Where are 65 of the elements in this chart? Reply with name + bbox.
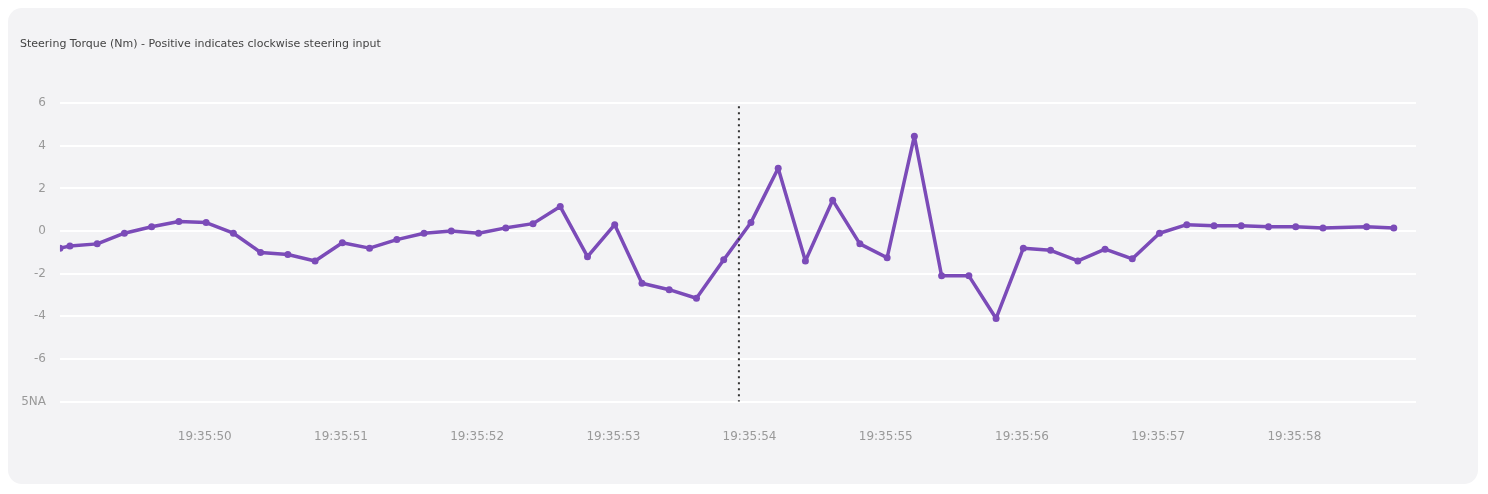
point <box>611 221 619 229</box>
point <box>284 251 292 259</box>
x-tick-label: 19:35:54 <box>722 428 777 443</box>
y-tick-label: 6 <box>38 95 46 110</box>
point <box>1292 223 1300 231</box>
y-tick-label: 4 <box>38 137 46 152</box>
point <box>774 164 782 172</box>
point <box>801 257 809 265</box>
point <box>1156 229 1164 237</box>
point <box>1047 246 1055 254</box>
point <box>938 272 946 280</box>
point <box>1363 223 1371 231</box>
point <box>229 229 237 237</box>
point <box>829 196 837 204</box>
point <box>257 248 265 256</box>
point <box>1019 244 1027 252</box>
x-tick-label: 19:35:58 <box>1267 428 1322 443</box>
point <box>1128 255 1136 263</box>
point <box>883 254 891 262</box>
y-tick-label: 2 <box>38 180 46 195</box>
point <box>856 240 864 248</box>
x-tick-label: 19:35:56 <box>995 428 1049 443</box>
chart-title: Steering Torque (Nm) - Positive indicates clockwise steering input <box>20 37 382 51</box>
point <box>175 217 183 225</box>
y-tick-label: -2 <box>34 265 46 280</box>
point <box>1101 245 1109 253</box>
point <box>1390 224 1398 232</box>
point <box>66 242 74 250</box>
point <box>692 294 700 302</box>
x-tick-label: 19:35:50 <box>177 428 232 443</box>
point <box>584 253 591 261</box>
point <box>665 286 673 294</box>
point <box>638 279 646 287</box>
y-tick-label: -4 <box>34 308 46 323</box>
point <box>93 240 101 248</box>
point <box>366 244 374 252</box>
point <box>148 223 156 231</box>
x-tick-label: 19:35:53 <box>586 428 641 443</box>
point <box>311 257 319 265</box>
point <box>529 220 537 228</box>
y-tick-label: 0 <box>38 223 46 238</box>
point <box>1074 257 1082 265</box>
point <box>910 132 918 140</box>
y-tick-label: -6 <box>34 351 46 366</box>
point <box>1319 224 1327 232</box>
point <box>1237 222 1245 230</box>
point <box>393 236 401 244</box>
point <box>202 219 210 227</box>
point <box>747 219 755 227</box>
point <box>1265 223 1273 231</box>
point <box>447 227 455 235</box>
point <box>1210 222 1218 230</box>
point <box>475 229 483 237</box>
point <box>420 229 428 237</box>
point <box>720 256 728 264</box>
point <box>338 239 346 247</box>
point <box>965 272 973 280</box>
point <box>1183 221 1191 229</box>
x-tick-label: 19:35:55 <box>858 428 913 443</box>
x-tick-label: 19:35:57 <box>1131 428 1186 443</box>
x-tick-label: 19:35:52 <box>450 428 505 443</box>
point <box>502 224 510 232</box>
point <box>120 229 128 237</box>
x-tick-label: 19:35:51 <box>314 428 368 443</box>
text: 5NA <box>21 393 47 408</box>
